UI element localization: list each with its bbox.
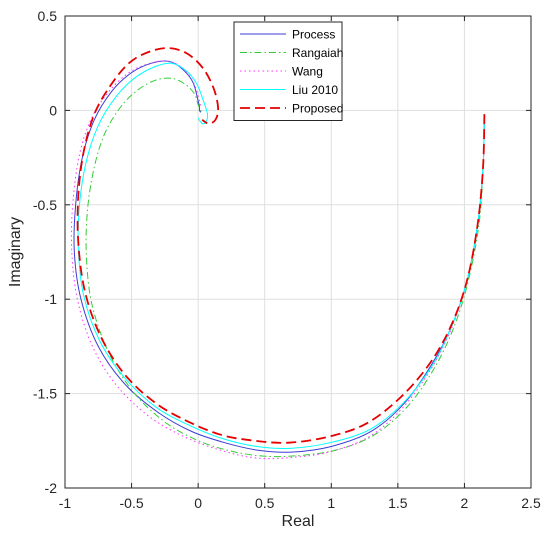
ticks-group: -1 -0.5 0 0.5 1 1.5 2 2.5 -2 -1.5 -1 -0.5 0 0.5 (33, 8, 541, 511)
x-axis-label: Real (282, 513, 315, 530)
legend-label: Process (292, 28, 335, 42)
x-tick-label: 1 (327, 495, 335, 511)
legend-label: Liu 2010 (292, 83, 338, 97)
y-tick-label: -2 (45, 480, 58, 496)
series-line-3 (77, 62, 485, 450)
y-tick-label: -1.5 (33, 386, 57, 402)
x-tick-label: 0.5 (255, 495, 275, 511)
y-tick-label: -0.5 (33, 197, 57, 213)
legend-label: Wang (292, 65, 323, 79)
legend-box (233, 21, 343, 121)
series-line-4 (76, 47, 486, 444)
plot-frame (64, 15, 532, 489)
x-tick-label: -1 (59, 495, 72, 511)
legend: Process Rangaiah Wang Liu 2010 Proposed (233, 21, 343, 121)
x-tick-label: 2.5 (521, 495, 541, 511)
x-tick-label: 1.5 (388, 495, 408, 511)
x-tick-label: 0 (194, 495, 202, 511)
series-line-2 (70, 60, 485, 460)
y-tick-label: 0 (49, 102, 57, 118)
x-tick-label: 2 (461, 495, 469, 511)
y-axis-label: Imaginary (7, 217, 24, 287)
y-tick-label: 0.5 (38, 8, 58, 24)
series-line-0 (73, 60, 485, 453)
series-group (70, 47, 486, 460)
y-tick-label: -1 (45, 291, 58, 307)
legend-label: Proposed (292, 102, 343, 116)
legend-label: Rangaiah (292, 46, 343, 60)
x-tick-label: -0.5 (120, 495, 144, 511)
